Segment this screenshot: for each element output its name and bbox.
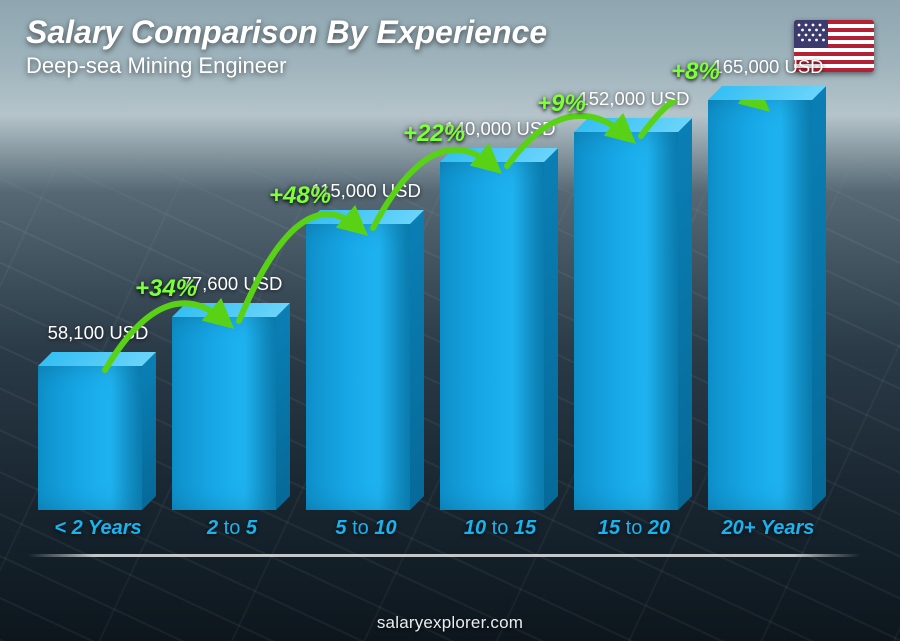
page-subtitle: Deep-sea Mining Engineer [26,53,547,79]
infographic-stage: Salary Comparison By Experience Deep-sea… [0,0,900,641]
growth-arc-label: +48% [269,182,331,210]
growth-arc-label: +8% [671,58,720,86]
growth-arc-label: +22% [403,120,465,148]
bars-container: 58,100 USD< 2 Years77,600 USD2 to 5115,0… [38,100,850,510]
footer-source: salaryexplorer.com [0,613,900,633]
page-title: Salary Comparison By Experience [26,14,547,51]
x-axis-baseline [28,554,860,557]
growth-arc-label: +9% [537,90,586,118]
growth-arc-label: +34% [135,275,197,303]
salary-bar-chart: 58,100 USD< 2 Years77,600 USD2 to 5115,0… [38,100,850,589]
bar-value-label: 58,100 USD [18,322,178,344]
x-axis-label: 20+ Years [688,517,848,540]
title-block: Salary Comparison By Experience Deep-sea… [26,14,547,79]
